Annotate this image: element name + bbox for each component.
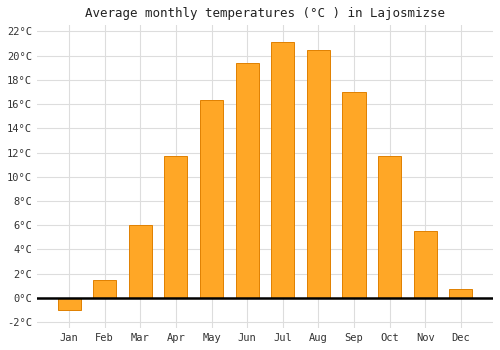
Bar <box>449 289 472 298</box>
Bar <box>414 231 436 298</box>
Bar <box>200 100 223 298</box>
Title: Average monthly temperatures (°C ) in Lajosmizse: Average monthly temperatures (°C ) in La… <box>85 7 445 20</box>
Bar <box>58 298 80 310</box>
Bar <box>93 280 116 298</box>
Bar <box>307 49 330 298</box>
Bar <box>128 225 152 298</box>
Bar <box>271 42 294 298</box>
Bar <box>164 156 188 298</box>
Bar <box>342 92 365 298</box>
Bar <box>236 63 258 298</box>
Bar <box>378 156 401 298</box>
